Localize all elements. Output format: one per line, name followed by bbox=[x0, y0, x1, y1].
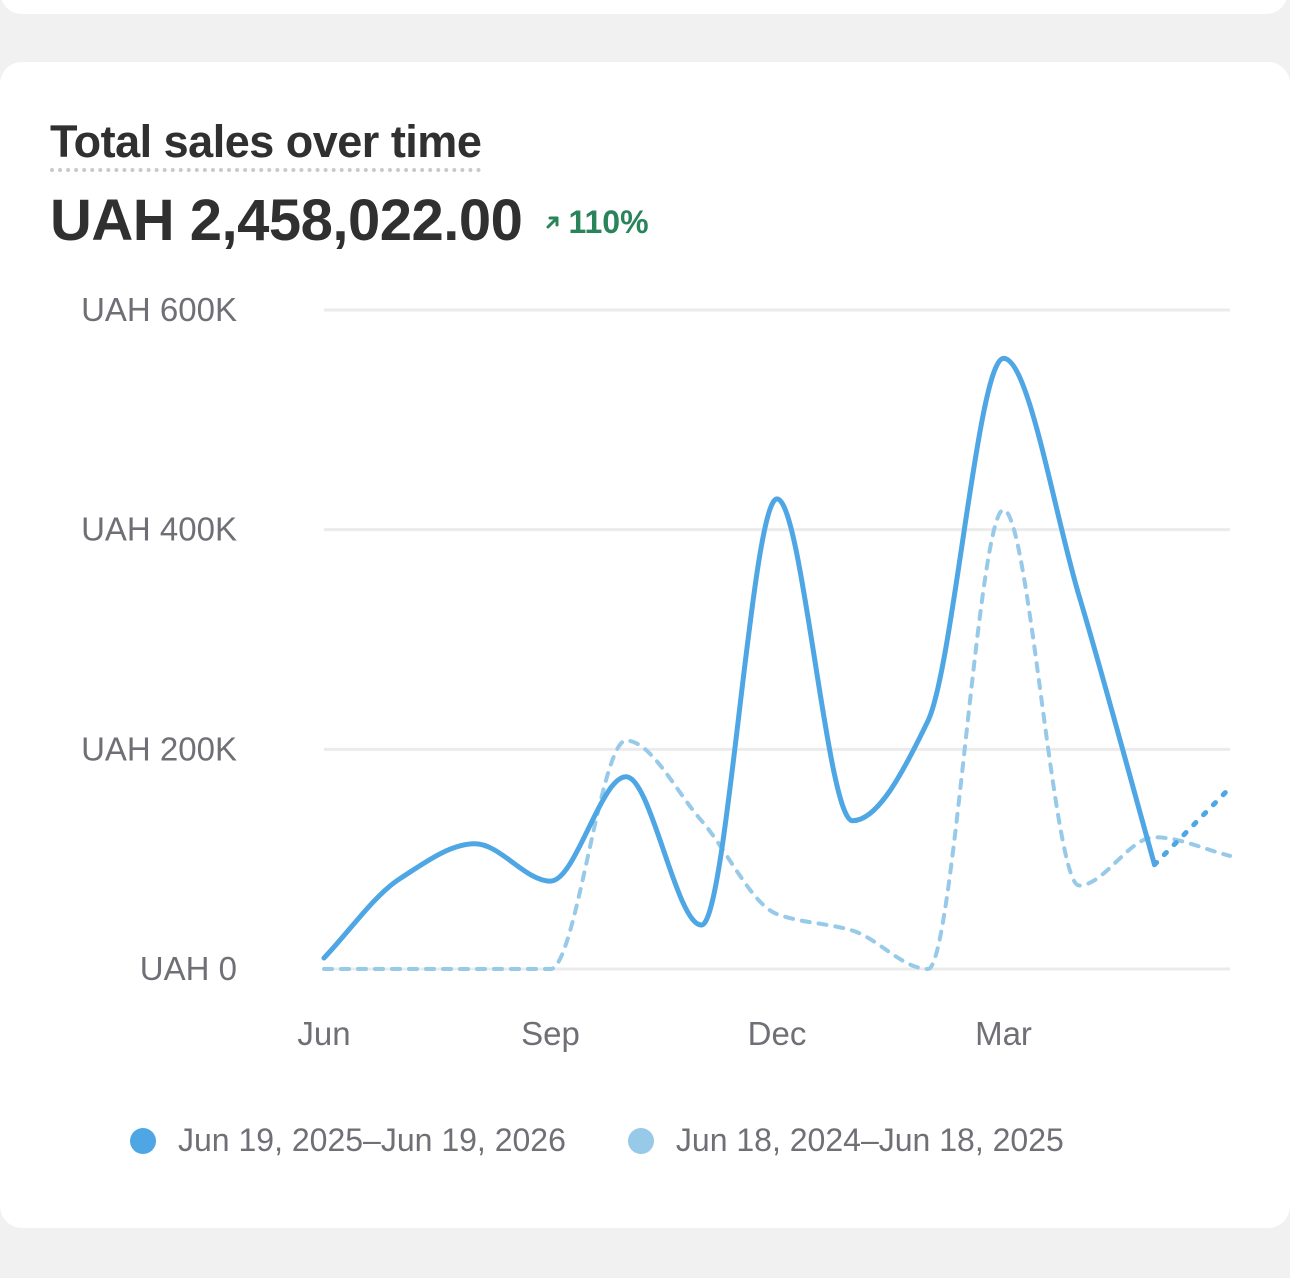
data-point-previous-3 bbox=[548, 966, 554, 972]
legend-item-previous[interactable]: Jun 18, 2024–Jun 18, 2025 bbox=[627, 1122, 1064, 1159]
data-point-current-11 bbox=[1152, 862, 1158, 868]
arrow-up-right-icon bbox=[546, 216, 559, 229]
data-point-current-9 bbox=[1001, 355, 1007, 361]
data-point-previous-0 bbox=[321, 966, 327, 972]
change-percent: 110% bbox=[568, 203, 649, 240]
data-point-previous-1 bbox=[397, 966, 403, 972]
legend-label-current: Jun 19, 2025–Jun 19, 2026 bbox=[178, 1122, 566, 1158]
data-point-current-6 bbox=[774, 496, 780, 502]
data-point-previous-5 bbox=[699, 818, 705, 824]
data-point-current-5 bbox=[699, 922, 705, 928]
data-point-current-7 bbox=[850, 818, 856, 824]
data-point-current-10 bbox=[1076, 593, 1082, 599]
data-point-current-1 bbox=[397, 876, 403, 882]
change-badge: 110% bbox=[544, 203, 649, 241]
previous-card bbox=[0, 0, 1288, 14]
data-point-current-0 bbox=[321, 955, 327, 961]
series-line-previous bbox=[322, 507, 1232, 972]
data-point-previous-2 bbox=[472, 966, 478, 972]
y-tick-label-2: UAH 400K bbox=[81, 511, 237, 548]
legend-dot-current bbox=[130, 1127, 156, 1154]
x-tick-label-0: Jun bbox=[297, 1015, 350, 1052]
data-point-current-8 bbox=[925, 718, 931, 724]
data-point-current-3 bbox=[548, 878, 554, 884]
x-tick-label-3: Mar bbox=[975, 1015, 1032, 1052]
metric-row: UAH 2,458,022.00 110% bbox=[50, 188, 649, 254]
data-point-current-12 bbox=[1227, 785, 1233, 791]
total-sales-value: UAH 2,458,022.00 bbox=[50, 188, 523, 253]
chart-legend: Jun 19, 2025–Jun 19, 2026 Jun 18, 2024–J… bbox=[130, 1122, 1064, 1159]
y-tick-label-3: UAH 600K bbox=[81, 291, 237, 328]
series-line-current-projection bbox=[1152, 785, 1233, 868]
data-point-previous-4 bbox=[623, 738, 629, 744]
data-point-previous-7 bbox=[850, 928, 856, 934]
data-point-current-2 bbox=[472, 841, 478, 847]
card-title[interactable]: Total sales over time bbox=[50, 116, 482, 172]
x-tick-label-2: Dec bbox=[748, 1015, 807, 1052]
sales-card bbox=[0, 62, 1290, 1228]
y-tick-label-0: UAH 0 bbox=[140, 950, 237, 987]
series-line-current bbox=[321, 355, 1157, 961]
data-point-previous-6 bbox=[774, 911, 780, 917]
legend-item-current[interactable]: Jun 19, 2025–Jun 19, 2026 bbox=[130, 1122, 566, 1159]
data-point-previous-11 bbox=[1152, 834, 1158, 840]
data-point-previous-8 bbox=[925, 966, 931, 972]
data-point-previous-9 bbox=[1001, 507, 1007, 513]
x-tick-label-1: Sep bbox=[521, 1015, 580, 1052]
y-tick-label-1: UAH 200K bbox=[81, 730, 237, 767]
data-point-previous-12 bbox=[1227, 853, 1233, 859]
data-point-current-4 bbox=[623, 774, 629, 780]
legend-label-previous: Jun 18, 2024–Jun 18, 2025 bbox=[675, 1122, 1064, 1158]
data-point-previous-10 bbox=[1076, 883, 1082, 889]
legend-dot-previous bbox=[627, 1127, 654, 1154]
